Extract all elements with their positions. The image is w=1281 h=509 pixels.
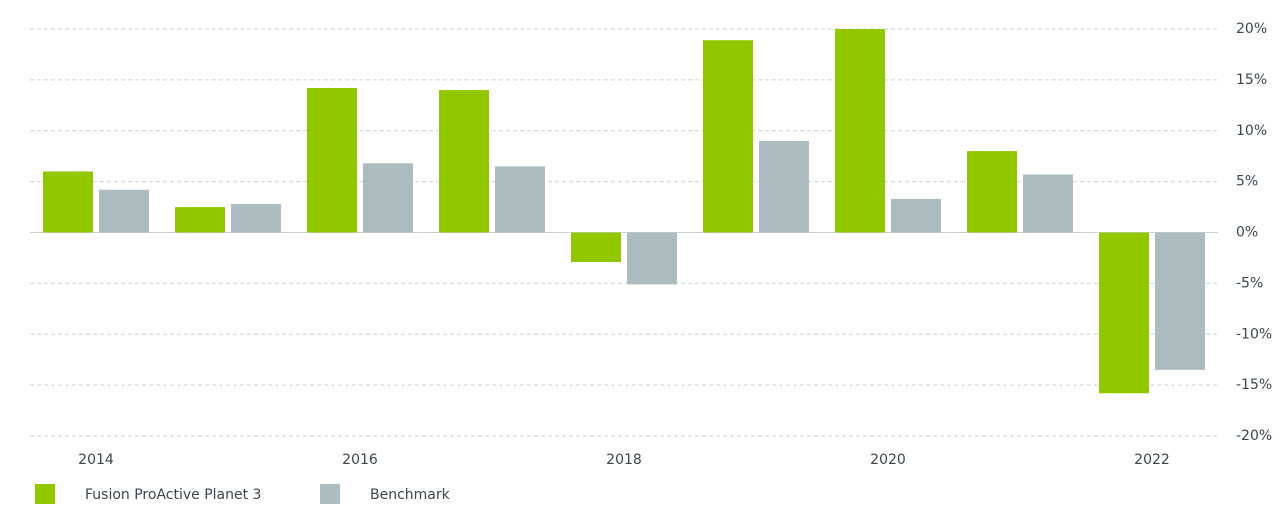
x-tick-label: 2016 bbox=[342, 452, 378, 468]
y-tick-label: -20% bbox=[1236, 428, 1272, 444]
y-tick-label: -5% bbox=[1236, 275, 1263, 291]
bar bbox=[307, 88, 357, 233]
bar bbox=[627, 232, 677, 285]
y-tick-label: 5% bbox=[1236, 174, 1258, 190]
bar bbox=[363, 163, 413, 233]
bar bbox=[571, 232, 621, 263]
legend-label: Benchmark bbox=[370, 487, 451, 503]
bar bbox=[759, 140, 809, 233]
legend-label: Fusion ProActive Planet 3 bbox=[85, 487, 261, 503]
bar bbox=[967, 151, 1017, 233]
x-tick-label: 2018 bbox=[606, 452, 642, 468]
y-tick-label: -15% bbox=[1236, 377, 1272, 393]
y-tick-label: 15% bbox=[1236, 72, 1267, 88]
bar bbox=[99, 189, 149, 233]
bar bbox=[891, 198, 941, 233]
legend-swatch bbox=[35, 484, 55, 504]
bar bbox=[231, 204, 281, 233]
bar bbox=[1023, 174, 1073, 233]
x-tick-label: 2020 bbox=[870, 452, 906, 468]
bar bbox=[1099, 232, 1149, 394]
bar bbox=[835, 29, 885, 233]
bar bbox=[175, 207, 225, 233]
x-tick-label: 2014 bbox=[78, 452, 114, 468]
y-tick-label: 0% bbox=[1236, 225, 1258, 241]
x-tick-label: 2022 bbox=[1134, 452, 1170, 468]
bar bbox=[495, 166, 545, 233]
bar bbox=[703, 40, 753, 233]
y-tick-label: -10% bbox=[1236, 326, 1272, 342]
bar bbox=[1155, 232, 1205, 370]
y-tick-label: 10% bbox=[1236, 123, 1267, 139]
legend-swatch bbox=[320, 484, 340, 504]
bar bbox=[439, 90, 489, 233]
y-tick-label: 20% bbox=[1236, 21, 1267, 37]
bar bbox=[43, 171, 93, 233]
